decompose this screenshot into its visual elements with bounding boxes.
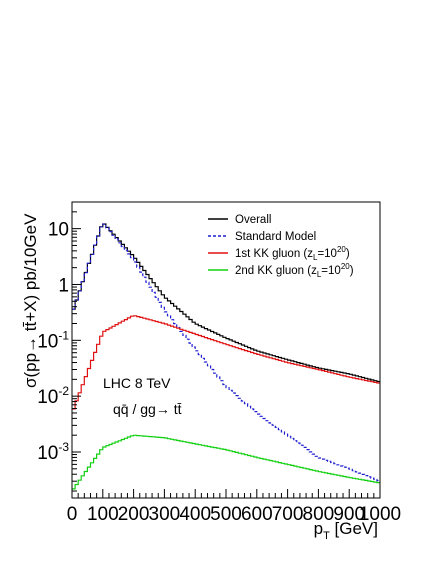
x-axis-title: pT [GeV] — [314, 519, 378, 542]
annotation-process: qq̄ / gg→ tt̄ — [113, 401, 182, 417]
annotation-lhc-energy: LHC 8 TeV — [103, 375, 171, 391]
legend-label: 2nd KK gluon (zL=1020) — [235, 262, 354, 279]
legend-label: Standard Model — [235, 231, 316, 243]
legend-label: Overall — [235, 214, 271, 226]
x-tick-label: 800 — [303, 504, 335, 525]
x-tick-label: 0 — [67, 504, 78, 525]
y-ticks: 10-3 10-2 10-1 1 10 — [37, 201, 81, 492]
y-axis-title: σ(pp→ tt̄+X) pb/10GeV — [21, 213, 40, 388]
series-line-3 — [72, 315, 380, 410]
series-line-2 — [72, 223, 380, 482]
x-tick-label: 200 — [118, 504, 150, 525]
x-tick-label: 300 — [149, 504, 181, 525]
y-tick-label: 10-3 — [37, 440, 69, 464]
plot-frame — [71, 201, 381, 499]
y-tick-label: 10-1 — [37, 328, 69, 352]
series-line-1 — [72, 223, 380, 383]
x-tick-label: 600 — [241, 504, 273, 525]
x-tick-label: 900 — [333, 504, 365, 525]
series-line-4 — [72, 434, 380, 490]
series-curves — [72, 223, 380, 490]
y-tick-label: 10-2 — [37, 384, 69, 408]
y-tick-label: 10 — [48, 220, 69, 241]
legend: Overall Standard Model 1st KK gluon (zL=10… — [208, 214, 354, 279]
legend-label: 1st KK gluon (zL=1020) — [235, 245, 350, 262]
x-tick-label: 400 — [179, 504, 211, 525]
x-tick-label: 500 — [210, 504, 242, 525]
x-tick-label: 700 — [272, 504, 304, 525]
y-tick-label: 1 — [58, 275, 69, 296]
x-tick-label: 1000 — [359, 504, 401, 525]
x-tick-label: 100 — [87, 504, 119, 525]
